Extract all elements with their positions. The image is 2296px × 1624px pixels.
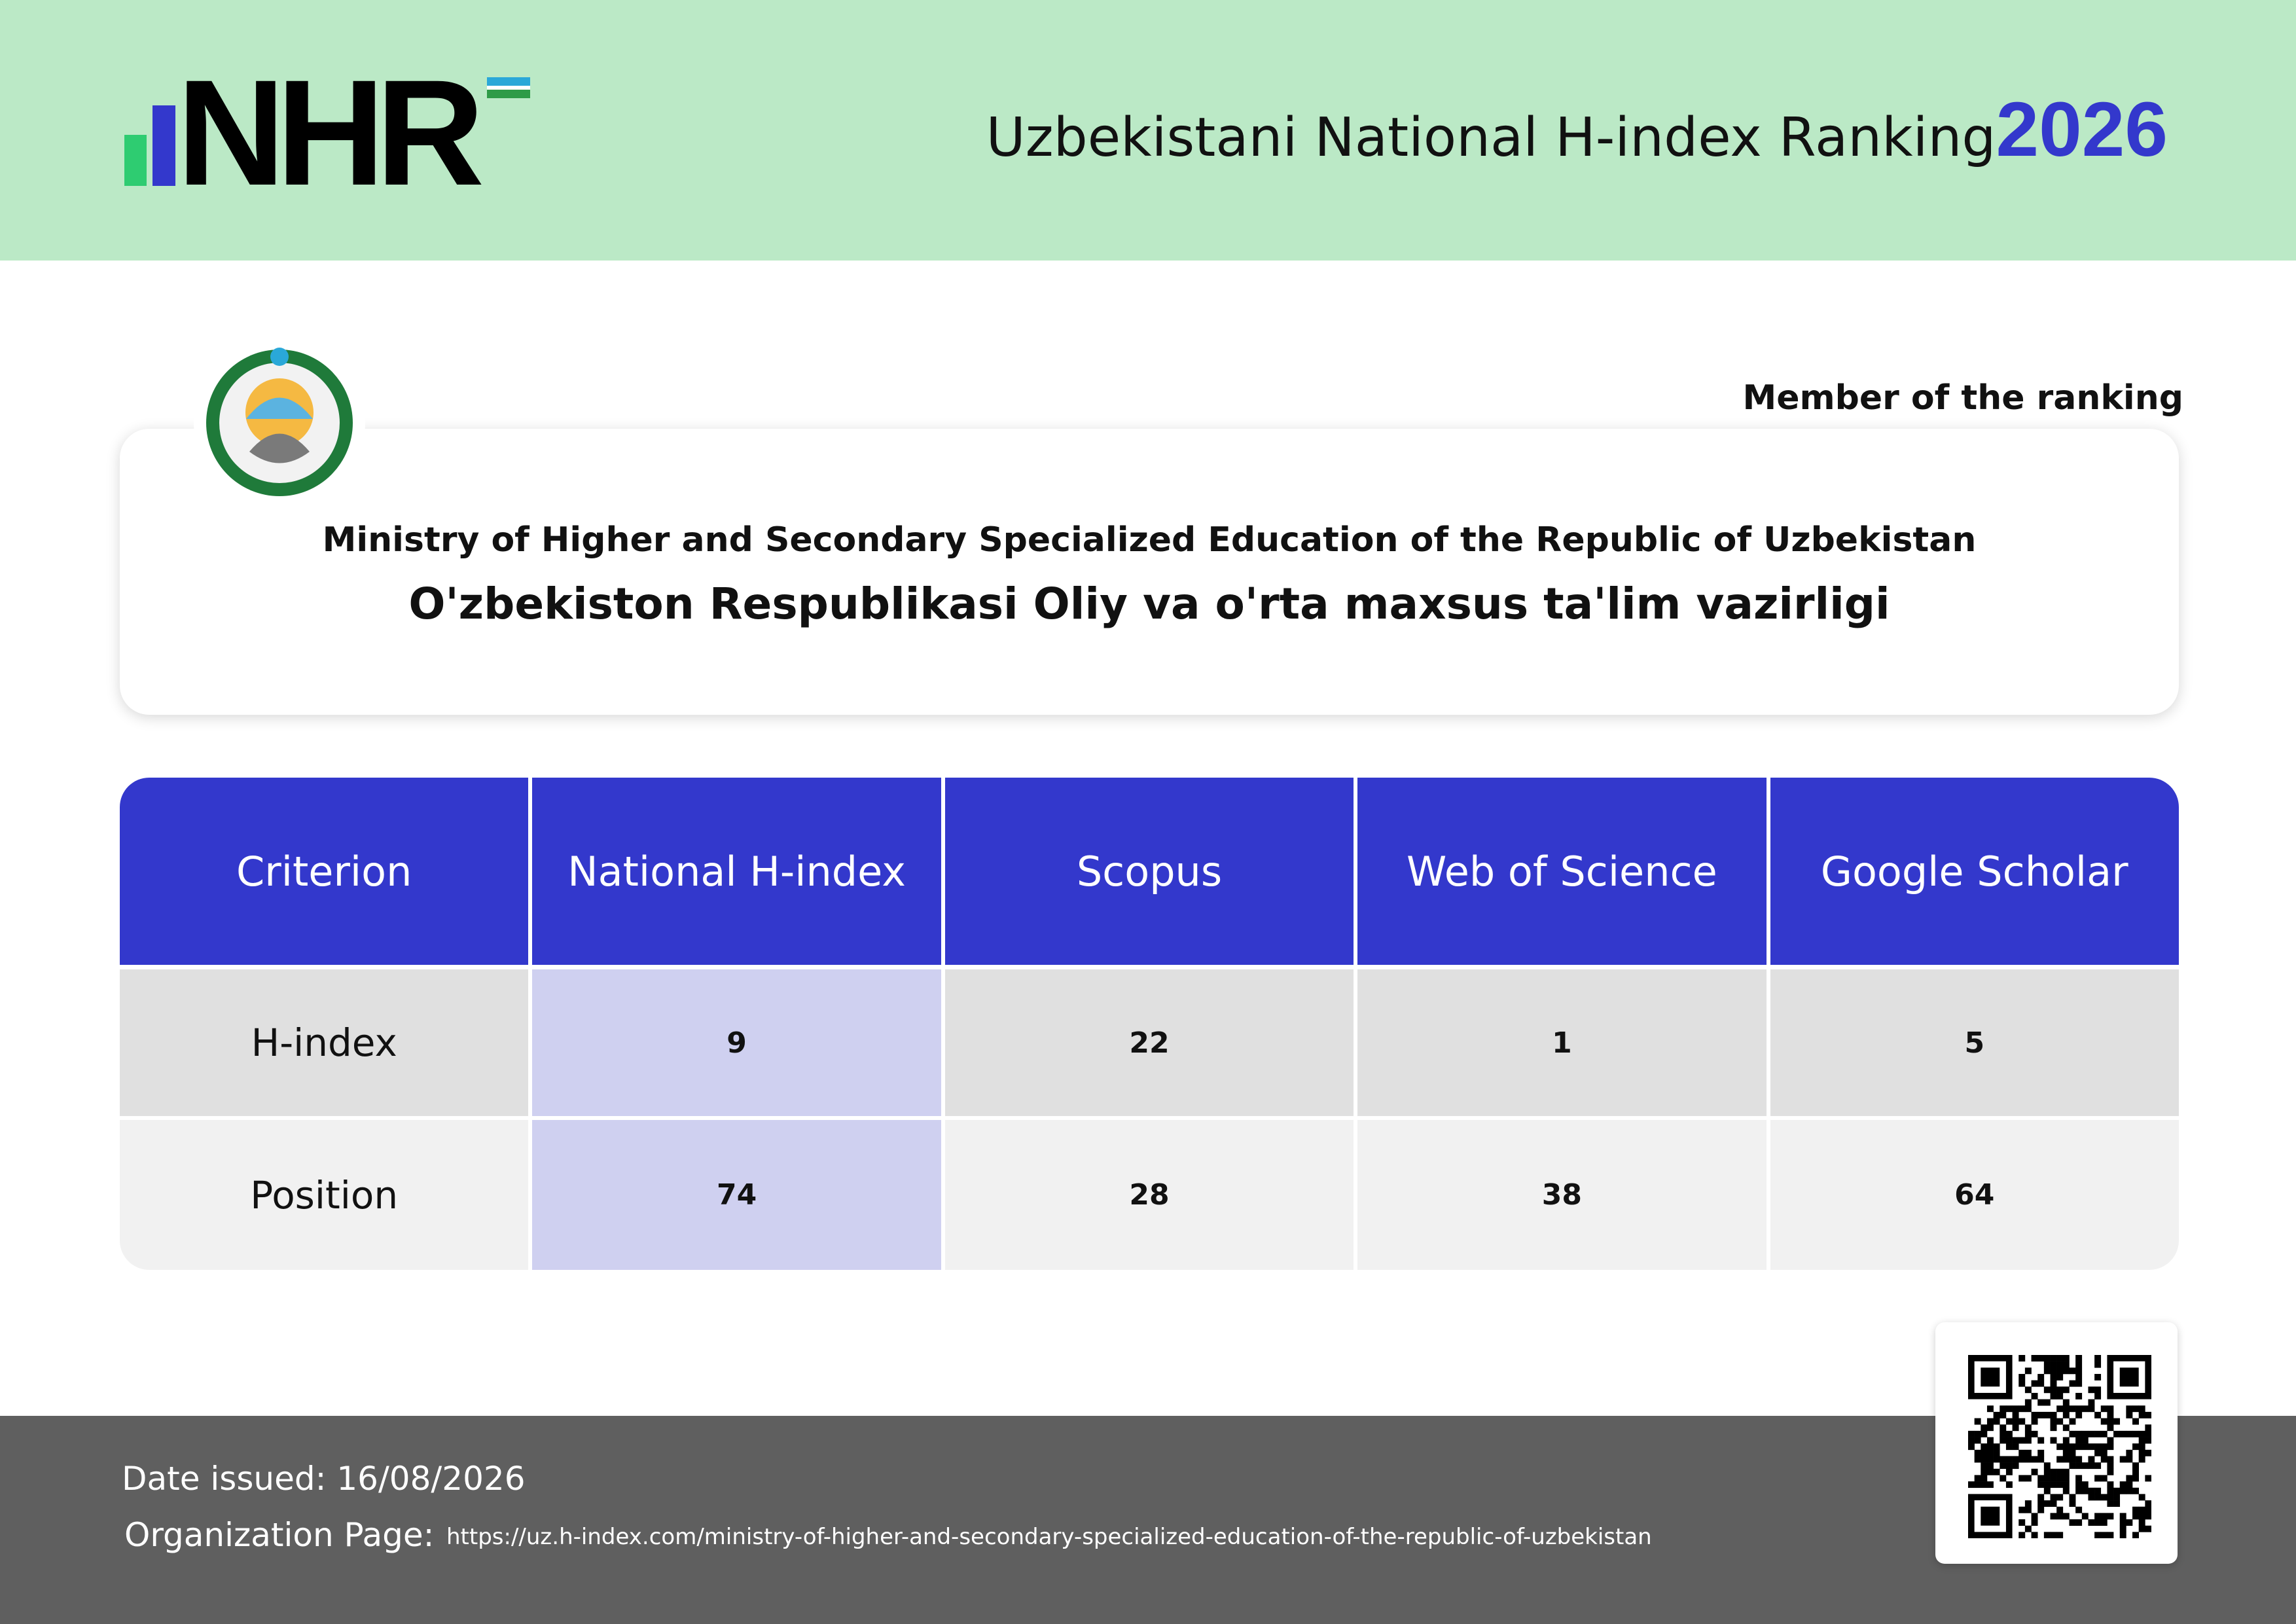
card: [120, 429, 2179, 715]
qr-code: [1935, 1322, 2178, 1564]
org-name-en: Ministry of Higher and Secondary Special…: [322, 520, 1977, 560]
cell-value: 9: [532, 969, 941, 1116]
page-url: https://uz.h-index.com/ministry-of-highe…: [446, 1524, 1652, 1550]
qr-pattern: [1968, 1355, 2151, 1538]
year: 2026: [1996, 86, 2168, 173]
cell-value: 64: [1770, 1120, 2179, 1270]
cell-value: 74: [532, 1120, 941, 1270]
date-issued: Date issued: 16/08/2026: [122, 1460, 526, 1498]
footer: [0, 1416, 2296, 1624]
page-label: Organization Page:: [124, 1516, 435, 1554]
title-box: Uzbekistani National H-index Ranking 202…: [986, 85, 2168, 174]
cell-value: 38: [1357, 1120, 1767, 1270]
row-label: Position: [120, 1120, 529, 1270]
column-header: Criterion: [120, 778, 529, 965]
badge: Member of the ranking: [1742, 378, 2183, 418]
cell-value: 5: [1770, 969, 2179, 1116]
row-label: H-index: [120, 969, 529, 1116]
emblem: [194, 337, 365, 509]
cell-value: 1: [1357, 969, 1767, 1116]
emblem-icon: [206, 348, 353, 496]
column-header: National H-index: [532, 778, 941, 965]
title: Uzbekistani National H-index Ranking: [986, 107, 1996, 169]
logo-mark: [124, 77, 530, 186]
cell-value: 28: [944, 1120, 1354, 1270]
column-header: Web of Science: [1357, 778, 1767, 965]
org-name-uz: O'zbekiston Respublikasi Oliy va o'rta m…: [408, 579, 1890, 629]
column-header: Google Scholar: [1770, 778, 2179, 965]
table: Criterion National H-index Scopus Web of Sc…: [120, 778, 2179, 1270]
header: NHR Uzbekistani National H-index Ranking…: [0, 0, 2296, 261]
cell-value: 22: [944, 969, 1354, 1116]
column-header: Scopus: [944, 778, 1354, 965]
logo: NHR: [177, 48, 484, 217]
